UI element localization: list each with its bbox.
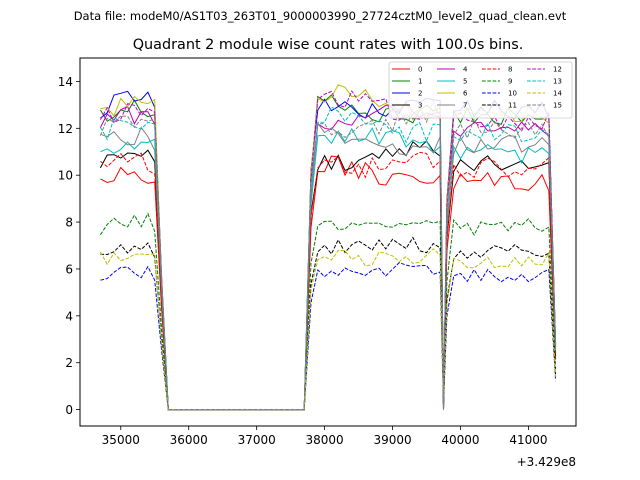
y-tick-label: 14 [58,75,73,89]
legend-label-10: 10 [508,90,517,98]
legend-label-9: 9 [508,78,512,86]
plot-area [79,57,577,427]
legend-label-12: 12 [553,66,562,74]
legend-label-4: 4 [463,66,468,74]
x-tick-label: 36000 [170,433,208,447]
plot-background [80,58,576,426]
series-line-15 [99,99,557,411]
y-tick-label: 12 [58,122,73,136]
legend-frame [388,61,573,119]
x-tick-label: 40000 [441,433,479,447]
legend-label-2: 2 [418,90,422,98]
legend-label-15: 15 [553,102,562,110]
x-tick-label: 39000 [373,433,411,447]
y-tick-label: 8 [65,216,73,230]
y-tick-label: 2 [65,356,73,370]
legend-label-8: 8 [508,66,512,74]
legend-label-13: 13 [553,78,562,86]
series-layer [99,84,557,411]
figure-suptitle: Data file: modeM0/AS1T03_263T01_90000039… [74,9,567,23]
y-tick-label: 0 [65,403,73,417]
x-tick-label: 41000 [509,433,547,447]
legend-label-3: 3 [418,102,422,110]
x-tick-label: 37000 [238,433,276,447]
x-axis: 35000 36000 37000 38000 39000 40000 41000 [102,426,548,447]
legend-label-11: 11 [508,102,517,110]
legend-label-1: 1 [418,78,422,86]
y-axis: 0 2 4 6 8 10 12 14 [58,75,80,417]
legend-label-0: 0 [418,66,422,74]
x-tick-label: 38000 [306,433,344,447]
y-tick-label: 4 [65,309,73,323]
legend-label-5: 5 [463,78,467,86]
legend-label-7: 7 [463,102,467,110]
chart-title: Quadrant 2 module wise count rates with … [133,37,524,53]
y-tick-label: 10 [58,169,73,183]
series-line-14 [99,248,557,411]
legend-label-6: 6 [463,90,468,98]
series-line-10 [100,262,557,411]
y-tick-label: 6 [65,262,73,276]
x-offset-label: +3.429e8 [517,455,576,469]
plot-frame [79,57,577,427]
legend-label-14: 14 [553,90,562,98]
x-tick-label: 35000 [102,433,140,447]
